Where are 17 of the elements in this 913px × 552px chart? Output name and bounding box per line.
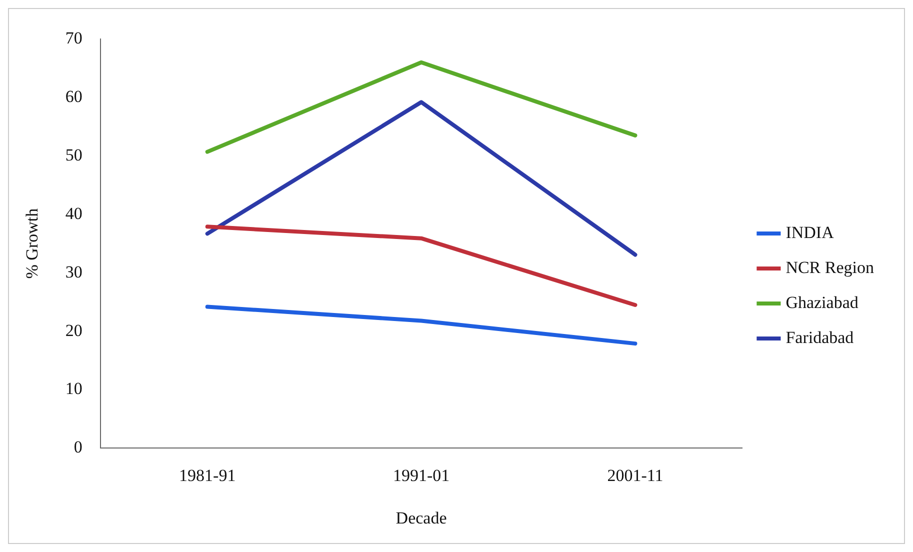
legend-label: INDIA	[786, 222, 835, 242]
x-axis-title: Decade	[396, 508, 447, 528]
legend-label: Ghaziabad	[786, 292, 859, 312]
legend-label: NCR Region	[786, 258, 874, 277]
y-tick-label: 20	[65, 320, 82, 340]
y-tick-label: 10	[65, 379, 82, 398]
y-axis-title: % Growth	[22, 208, 42, 279]
y-tick-label: 0	[74, 438, 82, 457]
y-tick-label: 40	[65, 204, 82, 223]
y-tick-label: 60	[65, 86, 82, 106]
y-tick-label: 50	[65, 145, 82, 164]
x-tick-label: 1981-91	[179, 466, 236, 485]
y-tick-label: 30	[65, 262, 82, 282]
y-tick-label: 70	[65, 28, 82, 48]
x-tick-label: 1991-01	[392, 466, 450, 485]
x-tick-label: 2001-11	[607, 466, 664, 485]
legend-label: Faridabad	[786, 328, 854, 347]
